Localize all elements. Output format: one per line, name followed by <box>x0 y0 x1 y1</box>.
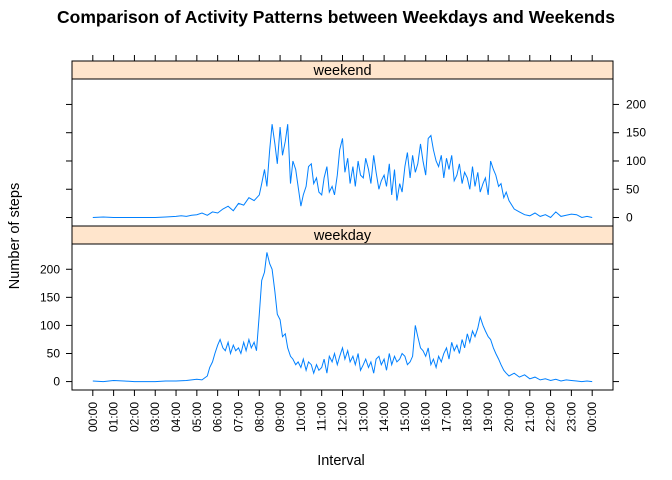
y-tick-label: 0 <box>626 211 633 225</box>
y-tick-label: 100 <box>626 154 646 168</box>
x-tick-label: 20:00 <box>502 402 516 432</box>
y-tick-label: 50 <box>626 182 640 196</box>
y-tick-label: 150 <box>626 126 646 140</box>
y-tick-label: 100 <box>40 318 60 332</box>
x-tick-label: 14:00 <box>377 402 391 432</box>
x-tick-label: 21:00 <box>523 402 537 432</box>
panel-weekday: weekday 0 50 100 150 200 <box>40 225 619 391</box>
x-tick-label: 22:00 <box>544 402 558 432</box>
x-tick-label: 07:00 <box>231 402 245 432</box>
x-tick-label: 18:00 <box>460 402 474 432</box>
panel-frame-weekend <box>71 78 614 227</box>
series-line-weekday <box>92 252 593 383</box>
panels-layer: weekend 0 50 100 150 200 weekday 0 50 100 150 200 <box>40 60 646 391</box>
x-tick-label: 13:00 <box>356 402 370 432</box>
x-axis-label: Interval <box>317 453 365 469</box>
chart-title: Comparison of Activity Patterns between … <box>57 7 615 27</box>
x-tick-label: 00:00 <box>86 402 100 432</box>
x-tick-label: 05:00 <box>190 402 204 432</box>
x-tick-label: 02:00 <box>127 402 141 432</box>
x-tick-label: 23:00 <box>564 402 578 432</box>
x-tick-label: 06:00 <box>211 402 225 432</box>
x-tick-label: 16:00 <box>419 402 433 432</box>
x-tick-label: 08:00 <box>252 402 266 432</box>
x-tick-label: 17:00 <box>440 402 454 432</box>
x-tick-label: 12:00 <box>336 402 350 432</box>
x-tick-label: 04:00 <box>169 402 183 432</box>
y-axis-label: Number of steps <box>7 183 23 289</box>
y-tick-label: 200 <box>40 262 60 276</box>
x-tick-label: 15:00 <box>398 402 412 432</box>
strip-label-weekend: weekend <box>312 63 371 79</box>
strip-label-weekday: weekday <box>313 228 372 244</box>
x-tick-label: 19:00 <box>481 402 495 432</box>
y-tick-label: 0 <box>53 375 60 389</box>
y-tick-label: 200 <box>626 97 646 111</box>
x-tick-label: 01:00 <box>107 402 121 432</box>
x-tick-label: 11:00 <box>315 402 329 431</box>
series-line-weekend <box>92 124 593 219</box>
x-tick-label: 10:00 <box>294 402 308 432</box>
y-tick-label: 150 <box>40 290 60 304</box>
x-tick-label: 03:00 <box>148 402 162 432</box>
panel-frame-weekday <box>71 243 614 391</box>
x-tick-label: 09:00 <box>273 402 287 432</box>
y-tick-label: 50 <box>47 347 61 361</box>
panel-weekend: weekend 0 50 100 150 200 <box>66 60 646 227</box>
x-tick-label: 00:00 <box>585 402 599 432</box>
x-axis: 00:00 01:00 02:00 03:00 04:00 05:00 06:00 07:00… <box>86 55 599 432</box>
